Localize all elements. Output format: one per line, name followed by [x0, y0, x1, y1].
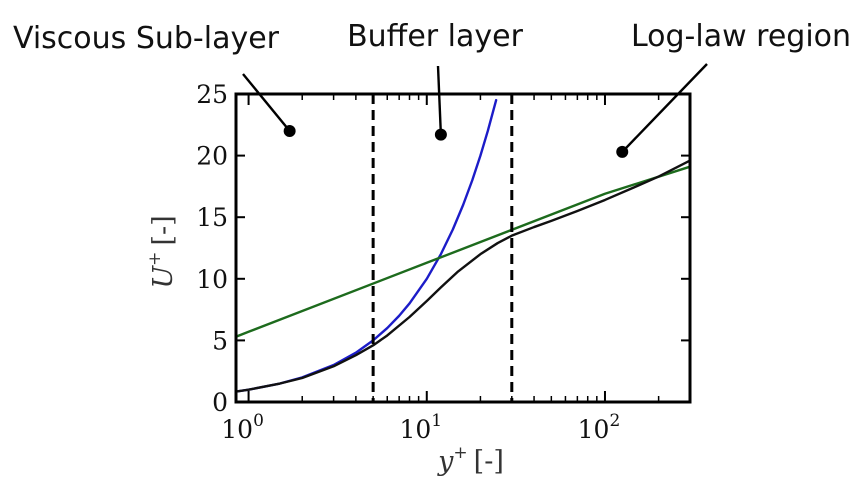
region-label-1: Viscous Sub-layer [13, 21, 280, 56]
series-group [236, 98, 690, 393]
annotation-leader-2 [436, 65, 443, 135]
x-tick-label-10: 101 [399, 411, 442, 444]
annotation-dot-3 [616, 145, 629, 158]
x-axis-sup: + [453, 443, 467, 463]
y-axis-sup: + [145, 252, 165, 266]
y-tick-label-0: 0 [212, 388, 228, 417]
region-label-2: Buffer layer [347, 19, 524, 54]
y-tick-label-5: 5 [212, 326, 228, 355]
x-tick-label-100: 102 [578, 411, 621, 444]
y-tick-label-20: 20 [196, 142, 228, 171]
tick-labels: 0 5 10 15 20 25 100 101 102 [196, 80, 620, 444]
plot-frame [234, 92, 692, 404]
x-axis-symbol: y [437, 446, 454, 477]
y-tick-label-25: 25 [196, 80, 228, 109]
annotations: Viscous Sub-layer Buffer layer Log-law reg… [13, 19, 851, 158]
annotation-leader-3 [621, 63, 708, 153]
ticks-group [236, 93, 691, 403]
x-axis-unit: [-] [474, 446, 504, 477]
y-tick-label-10: 10 [196, 265, 228, 294]
y-axis-label: U+ [-] [145, 215, 179, 288]
vlines-group [371, 94, 514, 402]
region-label-3: Log-law region [631, 19, 851, 54]
y-axis-symbol: U [148, 265, 179, 289]
y-axis-unit: [-] [148, 215, 179, 245]
series-line-3 [236, 159, 690, 393]
y-tick-label-15: 15 [196, 203, 228, 232]
annotation-dot-1 [283, 124, 296, 137]
series-line-2 [236, 165, 690, 338]
series-line-1 [236, 98, 498, 393]
x-tick-label-1: 100 [221, 411, 264, 444]
annotation-leader-1 [242, 73, 291, 132]
x-axis-label: y+ [-] [437, 443, 504, 477]
annotation-dot-2 [434, 128, 447, 141]
plot-area [234, 92, 692, 404]
